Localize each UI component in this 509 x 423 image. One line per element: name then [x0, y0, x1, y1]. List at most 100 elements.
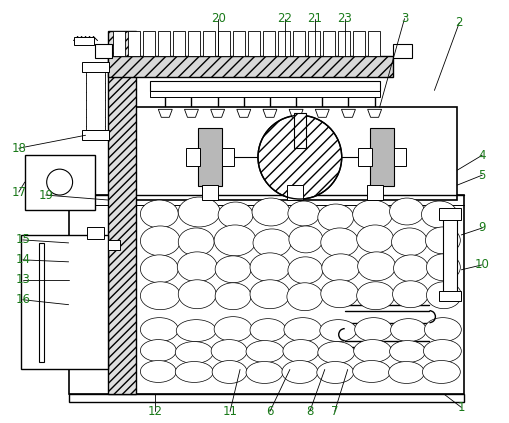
- Ellipse shape: [282, 340, 318, 363]
- Text: 19: 19: [38, 189, 53, 201]
- Ellipse shape: [356, 282, 394, 310]
- Bar: [128, 30, 140, 55]
- Bar: [73, 36, 93, 44]
- Ellipse shape: [393, 255, 428, 282]
- Ellipse shape: [319, 320, 356, 341]
- Ellipse shape: [211, 340, 246, 363]
- Bar: [198, 128, 222, 186]
- Bar: [293, 113, 305, 148]
- Bar: [247, 30, 260, 55]
- Ellipse shape: [353, 340, 391, 363]
- Bar: [136, 107, 457, 200]
- Ellipse shape: [214, 225, 256, 256]
- Ellipse shape: [388, 362, 423, 383]
- Text: 22: 22: [277, 12, 292, 25]
- Bar: [108, 240, 120, 250]
- Text: 4: 4: [477, 149, 485, 162]
- Bar: [173, 30, 185, 55]
- Bar: [158, 30, 170, 55]
- Bar: [81, 63, 109, 72]
- Ellipse shape: [212, 360, 246, 383]
- Text: 20: 20: [210, 12, 225, 25]
- Text: 13: 13: [15, 273, 30, 286]
- Text: 12: 12: [148, 405, 162, 418]
- Ellipse shape: [426, 282, 461, 309]
- Text: 8: 8: [305, 405, 313, 418]
- Bar: [39, 243, 44, 362]
- Ellipse shape: [245, 341, 284, 363]
- Ellipse shape: [215, 256, 250, 283]
- Bar: [150, 91, 379, 97]
- Bar: [263, 30, 274, 55]
- Ellipse shape: [425, 227, 460, 254]
- Ellipse shape: [352, 360, 390, 382]
- Text: 6: 6: [266, 405, 273, 418]
- Ellipse shape: [214, 317, 251, 341]
- Ellipse shape: [320, 280, 358, 308]
- Bar: [337, 30, 349, 55]
- Text: 15: 15: [15, 233, 30, 247]
- Bar: [108, 55, 392, 77]
- Ellipse shape: [218, 202, 252, 228]
- Bar: [322, 30, 334, 55]
- Polygon shape: [236, 109, 250, 117]
- Ellipse shape: [352, 200, 392, 229]
- Polygon shape: [158, 109, 172, 117]
- Bar: [357, 148, 371, 166]
- Polygon shape: [289, 109, 302, 117]
- Ellipse shape: [249, 280, 289, 309]
- Bar: [233, 30, 244, 55]
- Text: 23: 23: [336, 12, 351, 25]
- Ellipse shape: [175, 362, 213, 382]
- Bar: [439, 208, 461, 220]
- Bar: [307, 30, 319, 55]
- Ellipse shape: [178, 197, 220, 227]
- Text: 14: 14: [15, 253, 30, 266]
- Bar: [69, 394, 463, 402]
- Ellipse shape: [140, 340, 176, 362]
- Ellipse shape: [281, 360, 317, 383]
- Text: 5: 5: [477, 169, 485, 181]
- Bar: [222, 148, 234, 166]
- Bar: [25, 155, 94, 210]
- Text: 7: 7: [330, 405, 338, 418]
- Ellipse shape: [389, 341, 425, 363]
- Bar: [94, 44, 112, 58]
- Ellipse shape: [176, 320, 216, 341]
- Bar: [287, 185, 302, 200]
- Ellipse shape: [215, 283, 250, 310]
- Ellipse shape: [420, 201, 457, 228]
- Ellipse shape: [354, 318, 392, 341]
- Polygon shape: [210, 109, 224, 117]
- Ellipse shape: [284, 318, 321, 341]
- Ellipse shape: [390, 319, 426, 341]
- Circle shape: [258, 115, 341, 199]
- Ellipse shape: [426, 254, 460, 281]
- Ellipse shape: [422, 340, 461, 363]
- Bar: [203, 30, 215, 55]
- Ellipse shape: [140, 318, 178, 341]
- Ellipse shape: [287, 257, 322, 284]
- Ellipse shape: [140, 255, 178, 283]
- Polygon shape: [263, 109, 276, 117]
- Ellipse shape: [316, 362, 353, 383]
- Ellipse shape: [140, 226, 180, 256]
- Bar: [86, 71, 105, 130]
- Bar: [366, 185, 382, 200]
- Bar: [143, 30, 155, 55]
- Text: 10: 10: [474, 258, 489, 271]
- Text: 1: 1: [457, 401, 464, 414]
- Text: 3: 3: [400, 12, 407, 25]
- Text: 11: 11: [222, 405, 237, 418]
- Circle shape: [47, 169, 72, 195]
- Ellipse shape: [317, 204, 353, 231]
- Ellipse shape: [321, 254, 359, 282]
- Ellipse shape: [251, 198, 289, 226]
- Ellipse shape: [391, 228, 427, 256]
- Bar: [150, 82, 379, 91]
- Text: 17: 17: [11, 186, 26, 198]
- Polygon shape: [315, 109, 329, 117]
- Text: 9: 9: [477, 222, 485, 234]
- Polygon shape: [341, 109, 355, 117]
- Bar: [87, 227, 104, 239]
